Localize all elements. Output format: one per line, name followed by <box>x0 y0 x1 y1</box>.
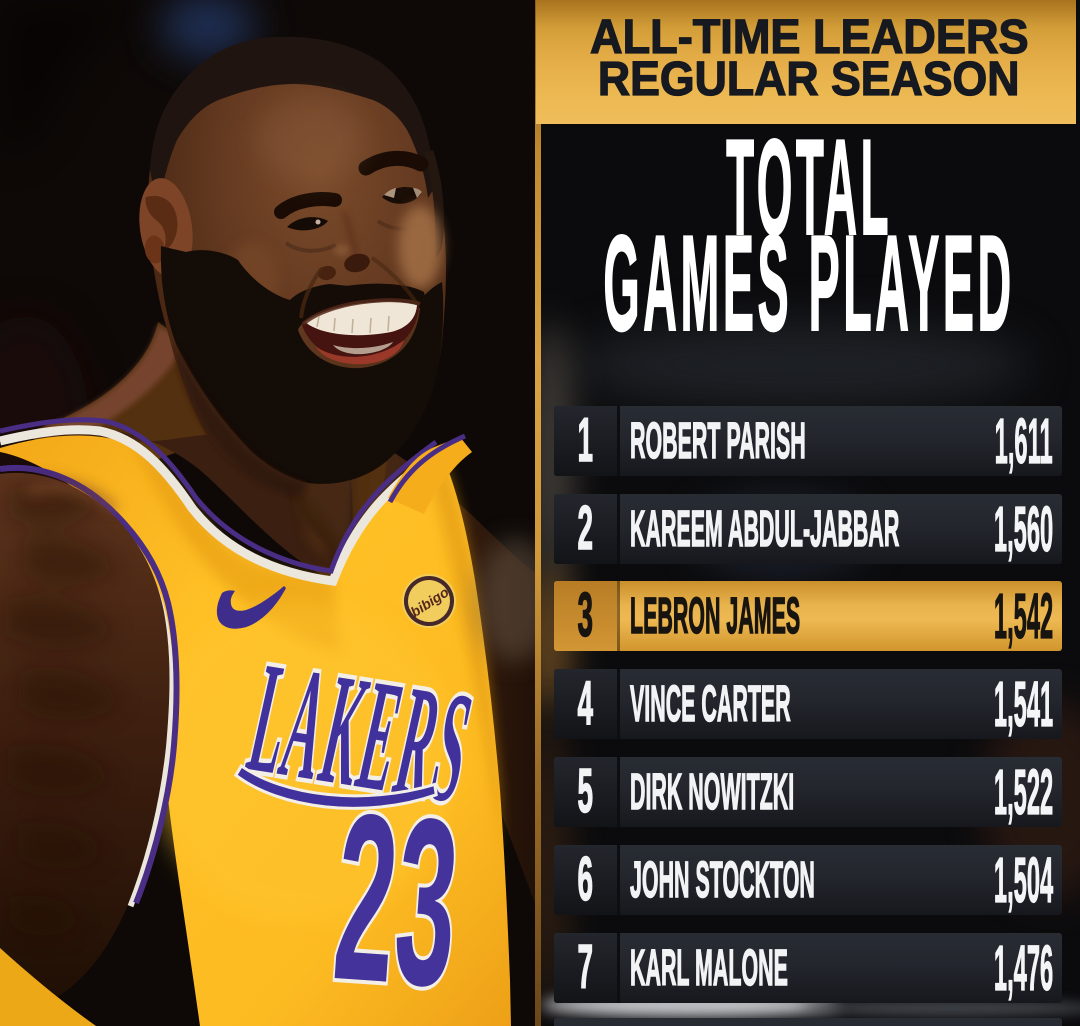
svg-text:23: 23 <box>327 764 466 1026</box>
